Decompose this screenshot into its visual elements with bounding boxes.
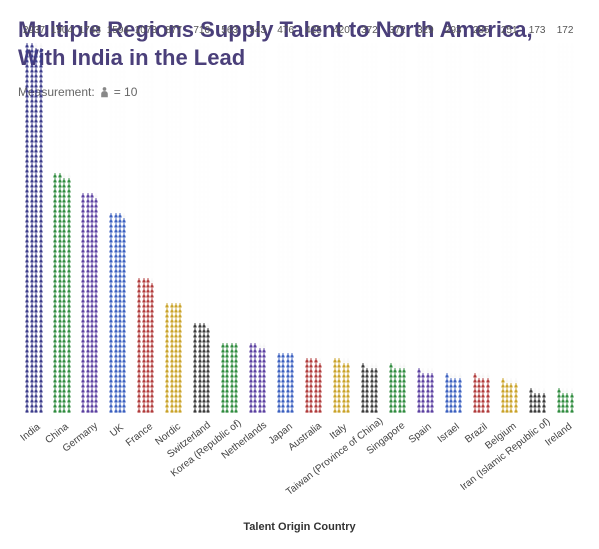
icon-stack — [216, 43, 244, 413]
icon-stack — [76, 43, 104, 413]
column-value: 251 — [501, 25, 518, 39]
x-label: Singapore — [383, 419, 411, 519]
chart-column: 285 — [467, 25, 495, 413]
chart-column: 420 — [327, 25, 355, 413]
icon-stack — [355, 43, 383, 413]
chart-column: 173 — [523, 25, 551, 413]
chart-column: 710 — [188, 25, 216, 413]
icon-stack — [551, 43, 579, 413]
x-label: Iran (Islamic Republic of) — [523, 419, 551, 519]
chart-column: 372 — [383, 25, 411, 413]
icon-stack — [327, 43, 355, 413]
icon-stack — [48, 43, 76, 413]
column-value: 372 — [361, 25, 378, 39]
x-label: Korea (Republic of) — [216, 419, 244, 519]
column-value: 372 — [389, 25, 406, 39]
icon-stack — [160, 43, 188, 413]
chart-column: 425 — [300, 25, 328, 413]
chart-column: 1073 — [132, 25, 160, 413]
x-label: France — [132, 419, 160, 519]
x-label: UK — [104, 419, 132, 519]
x-label: India — [20, 419, 48, 519]
icon-stack — [300, 43, 328, 413]
chart-column: 329 — [411, 25, 439, 413]
column-value: 543 — [249, 25, 266, 39]
column-value: 1748 — [79, 25, 101, 39]
chart-column: 563 — [216, 25, 244, 413]
icon-stack — [188, 43, 216, 413]
column-value: 420 — [333, 25, 350, 39]
chart-column: 1594 — [104, 25, 132, 413]
chart-column: 543 — [244, 25, 272, 413]
x-axis-title: Talent Origin Country — [18, 521, 581, 533]
icon-stack — [495, 43, 523, 413]
column-value: 329 — [417, 25, 434, 39]
column-value: 293 — [445, 25, 462, 39]
x-label: Germany — [76, 419, 104, 519]
x-label: Japan — [272, 419, 300, 519]
x-label: Spain — [411, 419, 439, 519]
chart-column: 251 — [495, 25, 523, 413]
chart-column: 1748 — [76, 25, 104, 413]
chart-column: 1904 — [48, 25, 76, 413]
column-value: 1594 — [107, 25, 129, 39]
pictogram-chart: 2937190417481594107387771056354347642542… — [18, 113, 581, 413]
column-value: 285 — [473, 25, 490, 39]
x-label: Ireland — [551, 419, 579, 519]
icon-stack — [104, 43, 132, 413]
column-value: 173 — [529, 25, 546, 39]
column-value: 563 — [221, 25, 238, 39]
x-label: Switzerland — [188, 419, 216, 519]
chart-column: 877 — [160, 25, 188, 413]
column-value: 1904 — [51, 25, 73, 39]
x-label: Italy — [327, 419, 355, 519]
chart-column: 293 — [439, 25, 467, 413]
chart-column: 372 — [355, 25, 383, 413]
x-label: Netherlands — [244, 419, 272, 519]
x-label: Taiwan (Province of China) — [355, 419, 383, 519]
column-value: 877 — [165, 25, 182, 39]
chart-column: 172 — [551, 25, 579, 413]
icon-stack — [467, 43, 495, 413]
x-axis-labels: IndiaChinaGermanyUKFranceNordicSwitzerla… — [18, 419, 581, 519]
icon-stack — [411, 43, 439, 413]
column-value: 710 — [193, 25, 210, 39]
column-value: 476 — [277, 25, 294, 39]
icon-stack — [439, 43, 467, 413]
column-value: 2937 — [23, 25, 45, 39]
column-value: 1073 — [135, 25, 157, 39]
column-value: 172 — [557, 25, 574, 39]
icon-stack — [272, 43, 300, 413]
icon-stack — [523, 43, 551, 413]
column-value: 425 — [305, 25, 322, 39]
icon-stack — [383, 43, 411, 413]
chart-column: 476 — [272, 25, 300, 413]
chart-column: 2937 — [20, 25, 48, 413]
x-label: Belgium — [495, 419, 523, 519]
x-label: China — [48, 419, 76, 519]
icon-stack — [244, 43, 272, 413]
icon-stack — [132, 43, 160, 413]
x-label: Israel — [439, 419, 467, 519]
icon-stack — [20, 43, 48, 413]
